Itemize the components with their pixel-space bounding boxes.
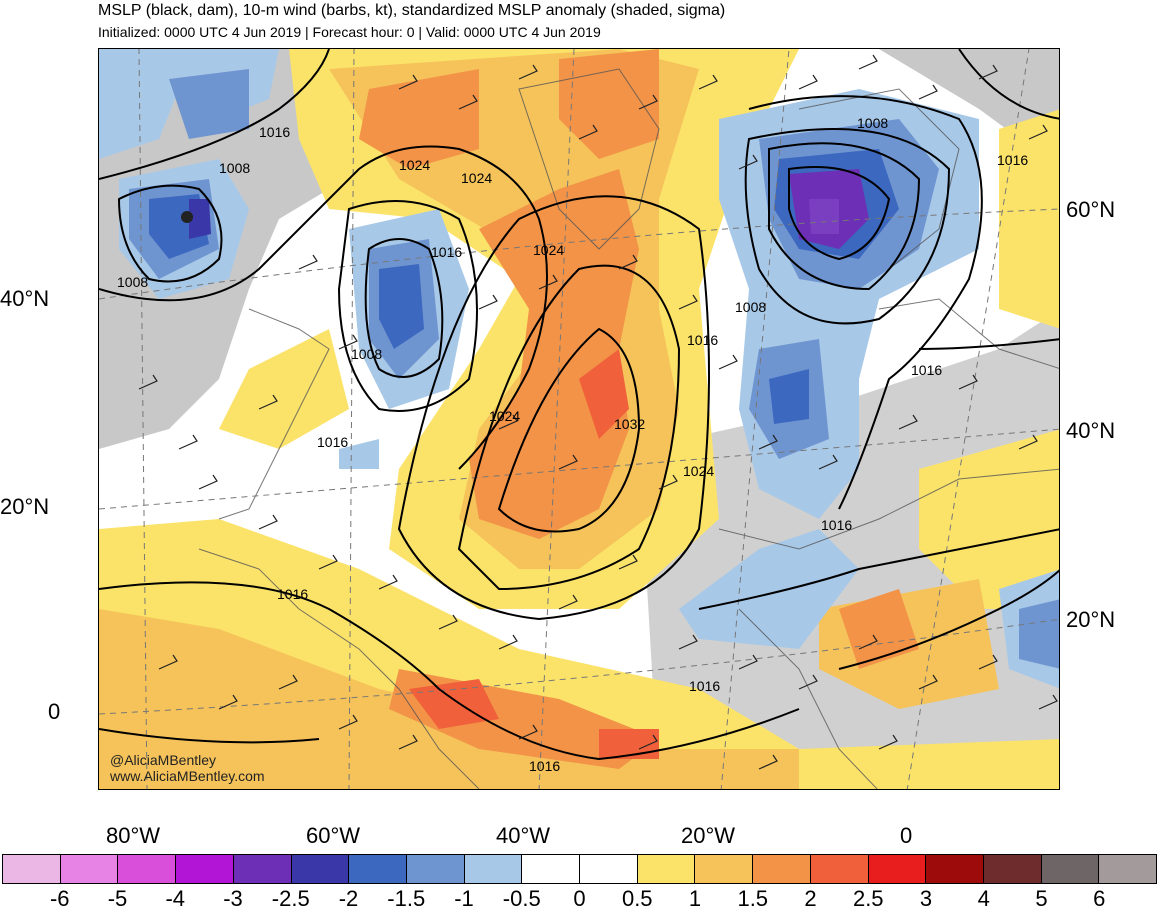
isobar-label: 1016 (997, 152, 1028, 168)
colorbar-swatch (176, 855, 234, 883)
map-subtitle: Initialized: 0000 UTC 4 Jun 2019 | Forec… (98, 24, 601, 40)
colorbar-label: 1.5 (737, 886, 769, 911)
credit-website: www.AliciaMBentley.com (110, 768, 265, 784)
colorbar-label: -3 (223, 886, 243, 911)
isobar-label: 1016 (911, 362, 942, 378)
isobar-label: 1008 (351, 346, 382, 362)
colorbar-swatch (810, 855, 869, 883)
isobar-label: 1016 (431, 244, 462, 260)
map-title: MSLP (black, dam), 10-m wind (barbs, kt)… (98, 2, 726, 19)
weather-map: 1016 1008 1008 1024 1024 1016 1008 1024 … (98, 48, 1060, 790)
colorbar-swatch (291, 855, 350, 883)
colorbar-label: 6 (1093, 886, 1106, 911)
isobar-label: 1024 (533, 242, 564, 258)
isobar-label: 1016 (687, 332, 718, 348)
lon-label: 60°W (306, 823, 361, 848)
lat-label-left: 40°N (0, 286, 50, 311)
isobar-label: 1032 (614, 416, 645, 432)
colorbar-label: -1 (454, 886, 474, 911)
lon-label: 20°W (681, 823, 736, 848)
isobar-label: 1016 (689, 678, 720, 694)
colorbar-swatch (3, 855, 61, 883)
colorbar-swatch (1099, 855, 1157, 883)
colorbar-label: 0.5 (621, 886, 653, 911)
colorbar-label: 4 (977, 886, 990, 911)
colorbar-swatch (233, 855, 292, 883)
colorbar-label: 2.5 (852, 886, 884, 911)
colorbar-swatch (753, 855, 811, 883)
lat-label-left: 0 (48, 699, 61, 724)
colorbar-swatch (1041, 855, 1100, 883)
lon-label: 0 (900, 823, 913, 848)
isobar-label: 1008 (117, 274, 148, 290)
isobar-label: 1024 (461, 170, 492, 186)
isobar-label: 1016 (821, 517, 852, 533)
colorbar-label: -5 (107, 886, 128, 911)
lat-label-right: 60°N (1066, 197, 1116, 222)
lat-label-right: 40°N (1066, 418, 1116, 443)
colorbar-swatch (983, 855, 1042, 883)
isobar-label: 1008 (857, 115, 888, 131)
isobar-label: 1024 (399, 157, 430, 173)
colorbar-label: -0.5 (502, 886, 541, 911)
credit-handle: @AliciaMBentley (110, 752, 217, 768)
colorbar-swatch (868, 855, 927, 883)
colorbar-swatch (522, 855, 581, 883)
colorbar-swatch (580, 855, 638, 883)
isobar-label: 1008 (735, 299, 766, 315)
isobar-label: 1016 (529, 758, 560, 774)
colorbar-swatch (464, 855, 523, 883)
lat-label-right: 20°N (1066, 607, 1116, 632)
colorbar-label: 2 (804, 886, 817, 911)
colorbar-swatch (695, 855, 754, 883)
colorbar-label: 5 (1035, 886, 1048, 911)
map-canvas: 1016 1008 1008 1024 1024 1016 1008 1024 … (99, 49, 1059, 789)
colorbar-swatch (406, 855, 465, 883)
isobar-label: 1016 (317, 434, 348, 450)
colorbar-swatch (60, 855, 119, 883)
colorbar-label: -4 (165, 886, 186, 911)
isobar-label: 1008 (219, 160, 250, 176)
colorbar-swatch (349, 855, 407, 883)
isobar-label: 1024 (489, 408, 520, 424)
lon-label: 40°W (496, 823, 551, 848)
isobar-label: 1016 (277, 586, 308, 602)
colorbar-label: 3 (919, 886, 933, 911)
lat-label-left: 20°N (0, 494, 50, 519)
lon-label: 80°W (106, 823, 161, 848)
colorbar-label: -1.5 (387, 886, 426, 911)
colorbar-label: -2 (338, 886, 359, 911)
isobar-label: 1016 (259, 124, 290, 140)
colorbar-swatch (926, 855, 984, 883)
colorbar-label: -6 (49, 886, 70, 911)
colorbar-label: 0 (573, 886, 586, 911)
isobar-label: 1024 (683, 463, 714, 479)
colorbar-swatch (637, 855, 696, 883)
colorbar-label: -2.5 (271, 886, 310, 911)
colorbar-swatch (118, 855, 177, 883)
colorbar-label: 1 (688, 886, 702, 911)
colorbar (2, 854, 1157, 884)
